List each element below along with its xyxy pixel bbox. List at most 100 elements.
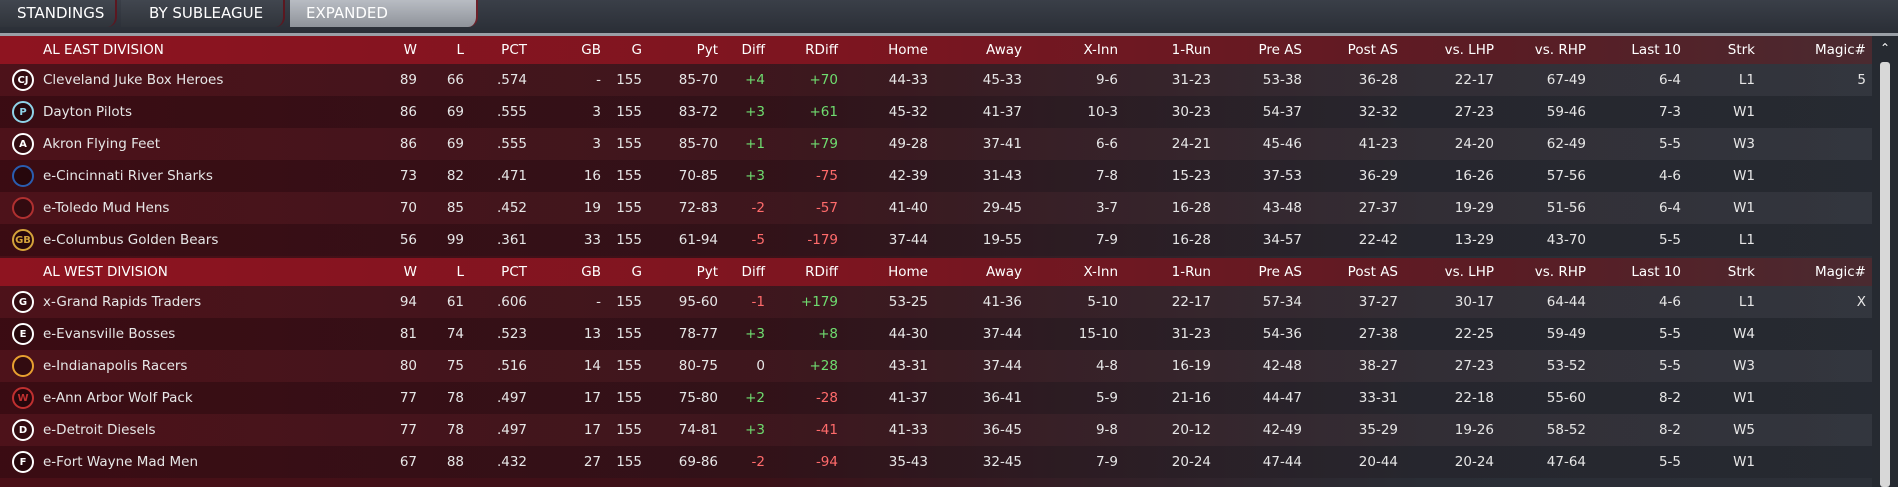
- cell-magic: [1766, 160, 1866, 192]
- column-header-home[interactable]: Home: [888, 264, 928, 280]
- table-row[interactable]: P Dayton Pilots 86 69 .555 3 155 83-72 +3 +61 45-3…: [0, 96, 1872, 128]
- column-header-pct[interactable]: PCT: [501, 264, 527, 280]
- column-header-pct[interactable]: PCT: [501, 42, 527, 58]
- column-header-last-10[interactable]: Last 10: [1631, 42, 1681, 58]
- column-header-pre-as[interactable]: Pre AS: [1258, 42, 1302, 58]
- column-header-pre-as[interactable]: Pre AS: [1258, 264, 1302, 280]
- team-name[interactable]: e-Ann Arbor Wolf Pack: [43, 390, 193, 406]
- table-row[interactable]: GB e-Columbus Golden Bears 56 99 .361 33 155 61…: [0, 224, 1872, 256]
- cell-w: 89: [399, 72, 417, 88]
- cell-gb: 16: [583, 168, 601, 184]
- column-header-diff[interactable]: Diff: [741, 42, 765, 58]
- column-header-one-run[interactable]: 1-Run: [1171, 42, 1211, 58]
- column-header-home[interactable]: Home: [888, 42, 928, 58]
- column-header-last-10[interactable]: Last 10: [1631, 264, 1681, 280]
- column-header-l[interactable]: L: [456, 264, 464, 280]
- cell-g: 155: [616, 422, 642, 438]
- team-name[interactable]: e-Evansville Bosses: [43, 326, 176, 342]
- team-name[interactable]: x-Grand Rapids Traders: [43, 294, 202, 310]
- column-header-gb[interactable]: GB: [581, 264, 601, 280]
- team-name[interactable]: e-Cincinnati River Sharks: [43, 168, 213, 184]
- cell-magic: [1766, 446, 1866, 478]
- column-header-vs-rhp[interactable]: vs. RHP: [1534, 264, 1586, 280]
- division-header-row[interactable]: AL WEST DIVISION W L PCT GB G Pyt Diff RDiff Home…: [0, 258, 1872, 286]
- column-header-pyt[interactable]: Pyt: [696, 264, 718, 280]
- cell-gb: 27: [583, 454, 601, 470]
- column-header-gb[interactable]: GB: [581, 42, 601, 58]
- scrollbar-thumb[interactable]: [1880, 62, 1890, 487]
- cell-post-as: 27-38: [1358, 326, 1398, 342]
- team-name[interactable]: Akron Flying Feet: [43, 136, 161, 152]
- cell-magic: [1766, 414, 1866, 446]
- cell-g: 155: [616, 72, 642, 88]
- column-header-away[interactable]: Away: [986, 264, 1022, 280]
- column-header-post-as[interactable]: Post AS: [1347, 42, 1398, 58]
- cell-gb: -: [596, 72, 601, 88]
- cell-pct: .574: [496, 72, 527, 88]
- cell-gb: 3: [592, 104, 601, 120]
- column-header-vs-rhp[interactable]: vs. RHP: [1534, 42, 1586, 58]
- column-header-w[interactable]: W: [403, 42, 417, 58]
- column-header-w[interactable]: W: [403, 264, 417, 280]
- cell-one-run: 31-23: [1171, 326, 1211, 342]
- column-header-diff[interactable]: Diff: [741, 264, 765, 280]
- tab-by-subleague[interactable]: BY SUBLEAGUE: [121, 0, 285, 27]
- column-header-pyt[interactable]: Pyt: [696, 42, 718, 58]
- column-header-away[interactable]: Away: [986, 42, 1022, 58]
- column-header-l[interactable]: L: [456, 42, 464, 58]
- chevron-up-icon[interactable]: ⌃: [1879, 41, 1891, 55]
- column-header-vs-lhp[interactable]: vs. LHP: [1444, 42, 1494, 58]
- cell-w: 86: [399, 136, 417, 152]
- column-header-post-as[interactable]: Post AS: [1347, 264, 1398, 280]
- cell-post-as: 36-29: [1358, 168, 1398, 184]
- cell-pct: .432: [496, 454, 527, 470]
- column-header-one-run[interactable]: 1-Run: [1171, 264, 1211, 280]
- team-name[interactable]: e-Detroit Diesels: [43, 422, 156, 438]
- team-name[interactable]: Dayton Pilots: [43, 104, 132, 120]
- column-header-magic[interactable]: Magic#: [1815, 42, 1866, 58]
- column-header-x-inn[interactable]: X-Inn: [1083, 264, 1118, 280]
- cell-g: 155: [616, 232, 642, 248]
- table-row[interactable]: A Akron Flying Feet 86 69 .555 3 155 85-70 +1 +79…: [0, 128, 1872, 160]
- cell-w: 73: [399, 168, 417, 184]
- team-name[interactable]: e-Toledo Mud Hens: [43, 200, 170, 216]
- table-row[interactable]: e-Toledo Mud Hens 70 85 .452 19 155 72-83 -2 -57…: [0, 192, 1872, 224]
- cell-home: 43-31: [888, 358, 928, 374]
- cell-away: 41-36: [982, 294, 1022, 310]
- table-row[interactable]: CJ Cleveland Juke Box Heroes 89 66 .574 -155 8…: [0, 64, 1872, 96]
- column-header-strk[interactable]: Strk: [1727, 264, 1755, 280]
- cell-away: 36-45: [982, 422, 1022, 438]
- column-header-rdiff[interactable]: RDiff: [805, 42, 838, 58]
- cell-g: 155: [616, 136, 642, 152]
- cell-diff: +4: [745, 72, 765, 88]
- cell-pre-as: 54-37: [1262, 104, 1302, 120]
- cell-rdiff: -75: [815, 168, 838, 184]
- cell-pre-as: 42-49: [1262, 422, 1302, 438]
- table-row[interactable]: e-Indianapolis Racers 80 75 .516 14 155 80-75 0…: [0, 350, 1872, 382]
- team-name[interactable]: e-Fort Wayne Mad Men: [43, 454, 199, 470]
- cell-one-run: 21-16: [1171, 390, 1211, 406]
- table-row[interactable]: e-Cincinnati River Sharks 73 82 .471 16 155 70…: [0, 160, 1872, 192]
- column-header-x-inn[interactable]: X-Inn: [1083, 42, 1118, 58]
- cell-vs-rhp: 59-46: [1546, 104, 1586, 120]
- column-header-strk[interactable]: Strk: [1727, 42, 1755, 58]
- cell-vs-rhp: 67-49: [1546, 72, 1586, 88]
- division-header-row[interactable]: AL EAST DIVISION W L PCT GB G Pyt Diff RDiff Home…: [0, 36, 1872, 64]
- team-name[interactable]: Cleveland Juke Box Heroes: [43, 72, 224, 88]
- column-header-g[interactable]: G: [631, 264, 642, 280]
- team-name[interactable]: e-Columbus Golden Bears: [43, 232, 219, 248]
- cell-last-10: 5-5: [1658, 326, 1681, 342]
- column-header-vs-lhp[interactable]: vs. LHP: [1444, 264, 1494, 280]
- tab-expanded-standings[interactable]: EXPANDED STANDINGS: [290, 0, 478, 49]
- tab-standings[interactable]: STANDINGS: [0, 0, 117, 27]
- column-header-magic[interactable]: Magic#: [1815, 264, 1866, 280]
- vertical-scrollbar[interactable]: ⌃: [1872, 36, 1898, 487]
- team-name[interactable]: e-Indianapolis Racers: [43, 358, 188, 374]
- column-header-g[interactable]: G: [631, 42, 642, 58]
- column-header-rdiff[interactable]: RDiff: [805, 264, 838, 280]
